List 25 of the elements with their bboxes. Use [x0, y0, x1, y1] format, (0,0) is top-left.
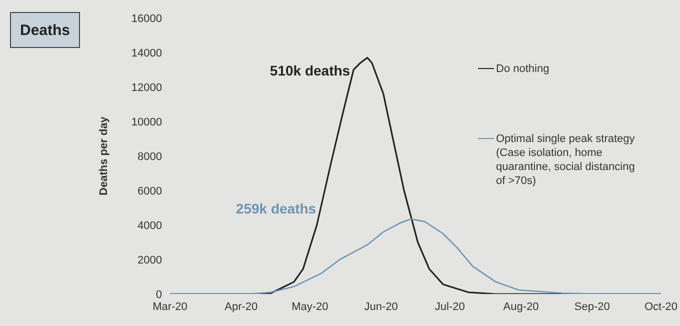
y-tick-label: 16000 [131, 12, 162, 25]
x-tick-label: Mar-20 [152, 300, 188, 313]
y-tick-label: 14000 [131, 47, 162, 60]
y-tick-label: 0 [156, 288, 162, 301]
y-tick-label: 12000 [131, 82, 162, 94]
x-tick-label: May-20 [292, 300, 328, 313]
annotation: 510k deaths [270, 62, 350, 79]
x-tick-label: Jun-20 [364, 300, 398, 313]
x-tick-label: Jul-20 [434, 300, 465, 313]
y-axis-title: Deaths per day [98, 116, 110, 196]
y-tick-label: 10000 [131, 116, 162, 128]
x-tick-label: Oct-20 [644, 300, 678, 313]
x-tick-label: Apr-20 [224, 300, 258, 313]
legend-label: Optimal single peak strategy (Case isolation, home quarantine, social distancing of >70s) [496, 132, 636, 188]
y-tick-label: 8000 [138, 150, 162, 163]
legend-label: Do nothing [496, 62, 550, 76]
y-tick-label: 2000 [138, 254, 162, 266]
line-series [170, 56, 661, 294]
y-tick-label: 6000 [138, 185, 162, 198]
y-tick-label: 4000 [138, 220, 162, 232]
x-tick-label: Aug-20 [503, 300, 539, 313]
x-tick-label: Sep-20 [574, 300, 610, 313]
line-series [170, 218, 661, 294]
text: Deaths [10, 12, 80, 48]
annotation: 259k deaths [236, 200, 316, 217]
